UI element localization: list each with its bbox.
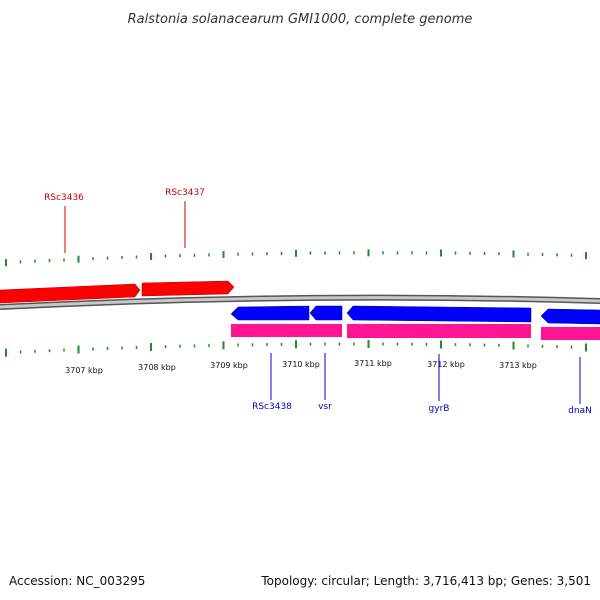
backbone-track xyxy=(0,296,600,309)
cds-track xyxy=(231,324,600,340)
reverse-gene-labels: RSc3438 vsr gyrB dnaN xyxy=(252,353,592,416)
gene-arrow-rsc3438[interactable] xyxy=(230,305,310,321)
scale-label: 3709 kbp xyxy=(210,361,248,370)
genome-summary-label: Topology: circular; Length: 3,716,413 bp… xyxy=(260,574,591,588)
scale-label: 3713 kbp xyxy=(499,361,537,370)
outer-tick-track xyxy=(5,249,587,267)
scale-label: 3711 kbp xyxy=(354,359,392,368)
gene-label-rsc3438[interactable]: RSc3438 xyxy=(252,402,292,412)
scale-label: 3708 kbp xyxy=(138,363,176,372)
gene-arrow-dnan[interactable] xyxy=(540,308,600,325)
gene-label-rsc3437[interactable]: RSc3437 xyxy=(165,188,205,198)
gene-arrow-rsc3436[interactable] xyxy=(0,283,141,304)
gene-label-gyrb[interactable]: gyrB xyxy=(429,404,450,414)
forward-gene-labels: RSc3436 RSc3437 xyxy=(44,188,205,253)
gene-label-rsc3436[interactable]: RSc3436 xyxy=(44,193,84,203)
reverse-strand-genes xyxy=(230,305,600,325)
forward-strand-genes xyxy=(0,280,235,304)
scale-label: 3710 kbp xyxy=(282,360,320,369)
scale-label: 3707 kbp xyxy=(65,366,103,375)
cds-bar-gyrb[interactable] xyxy=(347,324,531,338)
scale-labels: 3707 kbp 3708 kbp 3709 kbp 3710 kbp 3711… xyxy=(65,359,537,375)
cds-bar-rsc3438[interactable] xyxy=(231,324,342,337)
inner-tick-track xyxy=(5,340,587,357)
gene-arrow-vsr[interactable] xyxy=(309,305,343,321)
accession-label: Accession: NC_003295 xyxy=(9,574,145,588)
map-title: Ralstonia solanacearum GMI1000, complete… xyxy=(128,12,473,27)
gene-arrow-rsc3437[interactable] xyxy=(141,280,235,297)
gene-label-vsr[interactable]: vsr xyxy=(318,402,332,412)
gene-label-dnan[interactable]: dnaN xyxy=(568,406,592,416)
gene-arrow-gyrb[interactable] xyxy=(346,305,532,323)
scale-label: 3712 kbp xyxy=(427,360,465,369)
cds-bar-dnan[interactable] xyxy=(541,327,600,340)
